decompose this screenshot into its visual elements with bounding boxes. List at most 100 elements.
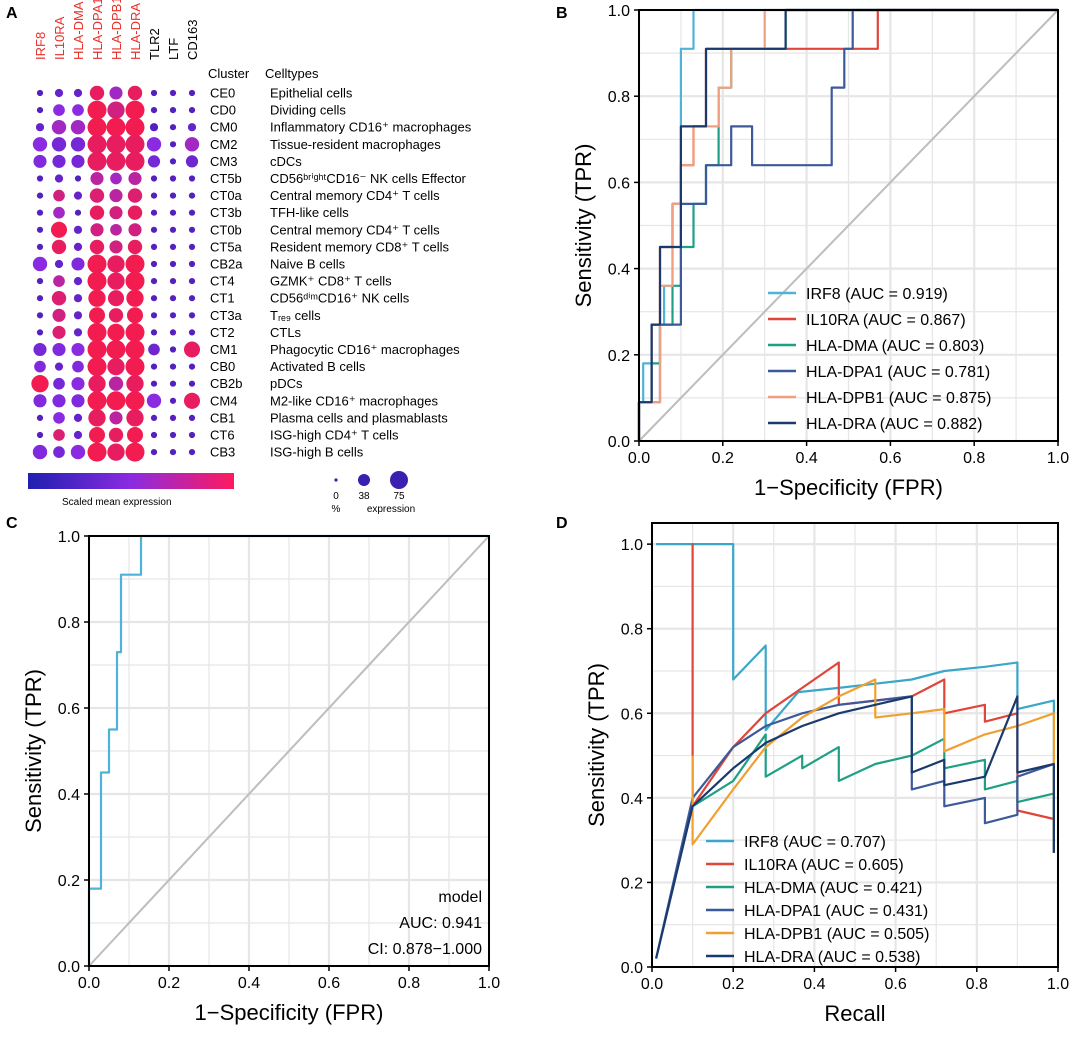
dot-cb1-irf8 — [36, 414, 44, 421]
celltype-label-cb3: ISG-high B cells — [270, 445, 364, 460]
dot-cb2a-hla-dra — [125, 254, 145, 274]
dot-ct2-hla-dpb1 — [107, 323, 125, 342]
dot-cb0-hla-dpb1 — [107, 357, 125, 376]
dot-ct0a-hla-dra — [127, 188, 143, 203]
dot-cb2a-hla-dpb1 — [107, 255, 125, 273]
dot-ct3b-hla-dra — [127, 205, 143, 220]
dot-ct6-ltf — [169, 431, 177, 439]
dot-ct0b-hla-dpb1 — [110, 223, 122, 236]
dot-ct6-hla-dpa1 — [88, 426, 106, 444]
dot-ct1-cd163 — [188, 295, 196, 302]
dot-ct5a-hla-dpb1 — [109, 240, 123, 254]
dot-ct5b-hla-dpb1 — [110, 172, 122, 185]
dot-ce0-irf8 — [36, 89, 44, 97]
dot-ct0b-irf8 — [36, 226, 44, 233]
dot-ct5a-hla-dra — [127, 239, 143, 255]
dot-ct3a-ltf — [169, 312, 177, 319]
dot-ct2-cd163 — [188, 329, 196, 336]
dot-cm0-tlr2 — [149, 123, 159, 132]
dot-cm3-hla-dra — [125, 151, 145, 171]
dot-cb3-hla-dma — [70, 444, 86, 460]
celltype-label-cb0: Activated B cells — [270, 359, 366, 374]
dot-cm3-il10ra — [52, 154, 66, 168]
dot-ct2-hla-dra — [125, 322, 145, 342]
y-tick-label-1-0: 1.0 — [608, 3, 630, 20]
dot-ct5b-il10ra — [54, 174, 64, 183]
dot-ct4-hla-dma — [73, 276, 83, 286]
dot-ct2-irf8 — [36, 329, 44, 336]
dot-ct6-hla-dra — [126, 426, 144, 444]
cluster-label-ct0b: CT0b — [210, 222, 242, 237]
dot-cb3-tlr2 — [150, 449, 158, 456]
size-legend-sub-right: expression — [367, 504, 415, 515]
legend-label-hla-dpb1: HLA-DPB1 (AUC = 0.875) — [806, 390, 991, 407]
dot-cm1-hla-dpb1 — [106, 340, 126, 359]
dot-cd0-cd163 — [188, 107, 196, 114]
size-legend: 0 38 75% expression — [332, 471, 415, 515]
dot-ct0a-hla-dma — [73, 191, 83, 200]
x-tick-label-0-6: 0.6 — [879, 450, 901, 467]
dot-ct0b-hla-dra — [128, 223, 142, 237]
dot-cb1-hla-dpb1 — [109, 411, 123, 425]
gene-label-hla-dra: HLA-DRA — [128, 3, 143, 60]
dot-ct6-cd163 — [188, 431, 196, 439]
gene-label-irf8: IRF8 — [33, 32, 48, 60]
x-axis-label: 1−Specificity (FPR) — [195, 1000, 384, 1025]
dot-ct5a-hla-dma — [73, 242, 83, 252]
dot-ct1-tlr2 — [150, 295, 158, 302]
dot-ct5b-cd163 — [188, 175, 196, 182]
dot-cb2b-il10ra — [53, 377, 65, 390]
x-tick-label-0-4: 0.4 — [795, 450, 817, 467]
y-axis-label: Sensitivity (TPR) — [571, 144, 596, 308]
legend-label-il10ra: IL10RA (AUC = 0.867) — [806, 312, 966, 329]
y-axis-label: Sensitivity (TPR) — [21, 669, 46, 833]
dot-ct3b-tlr2 — [150, 209, 158, 216]
y-tick-label-0-6: 0.6 — [58, 701, 80, 718]
dot-ct2-tlr2 — [150, 329, 158, 336]
celltype-label-ct0a: Central memory CD4⁺ T cells — [270, 188, 440, 203]
dot-ct3a-tlr2 — [150, 312, 158, 319]
dot-cb1-il10ra — [53, 412, 65, 424]
series-line-hla-dpa1 — [655, 695, 1055, 959]
dotplot-panel: IRF8 IL10RA HLA-DMA HLA-DPA1 HLA-DPB1 HLA-DRA… — [28, 0, 472, 515]
y-tick-label-0-4: 0.4 — [621, 791, 643, 808]
dot-ct6-il10ra — [53, 429, 65, 441]
dot-cb0-cd163 — [188, 363, 196, 370]
dot-ce0-cd163 — [188, 89, 196, 97]
dot-cm0-ltf — [169, 124, 177, 131]
cluster-label-ct6: CT6 — [210, 428, 235, 443]
diagonal-reference-line — [88, 535, 490, 967]
y-tick-label-0-0: 0.0 — [58, 959, 80, 976]
dot-ct2-hla-dma — [73, 328, 83, 337]
x-tick-label-0-0: 0.0 — [628, 450, 650, 467]
y-tick-label-0-6: 0.6 — [608, 175, 630, 192]
dot-ct3b-il10ra — [53, 206, 65, 219]
celltype-label-ct0b: Central memory CD4⁺ T cells — [270, 222, 440, 237]
y-tick-label-0-2: 0.2 — [621, 875, 643, 892]
diagonal-reference-line — [638, 9, 1059, 442]
dot-ct5b-hla-dpa1 — [90, 171, 104, 186]
dot-ct6-irf8 — [36, 431, 44, 439]
annotation-line-2: CI: 0.878−1.000 — [368, 941, 482, 958]
legend: IRF8 (AUC = 0.707) IL10RA (AUC = 0.605) HL… — [706, 834, 929, 966]
x-tick-label-1-0: 1.0 — [1047, 450, 1069, 467]
dot-ct0b-hla-dma — [73, 225, 83, 234]
dot-ct0b-il10ra — [50, 221, 68, 238]
y-tick-label-0-4: 0.4 — [58, 787, 80, 804]
x-tick-label-0-8: 0.8 — [966, 976, 988, 993]
cluster-label-cb2b: CB2b — [210, 376, 243, 391]
dot-cd0-tlr2 — [150, 107, 158, 114]
dot-ce0-ltf — [169, 89, 177, 97]
dot-cb2b-irf8 — [31, 375, 49, 393]
legend-label-hla-dma: HLA-DMA (AUC = 0.803) — [806, 338, 984, 355]
dot-cm1-hla-dpa1 — [87, 340, 107, 359]
celltype-label-cm2: Tissue-resident macrophages — [270, 137, 441, 152]
gene-label-hla-dma: HLA-DMA — [71, 1, 86, 60]
dot-cb3-il10ra — [53, 446, 65, 458]
dot-ct3a-hla-dma — [73, 311, 83, 320]
size-legend-sub-left: % — [332, 504, 341, 515]
panel-letter-a: A — [6, 5, 18, 22]
dot-ct4-irf8 — [36, 278, 44, 285]
dot-ct1-hla-dra — [126, 289, 144, 307]
